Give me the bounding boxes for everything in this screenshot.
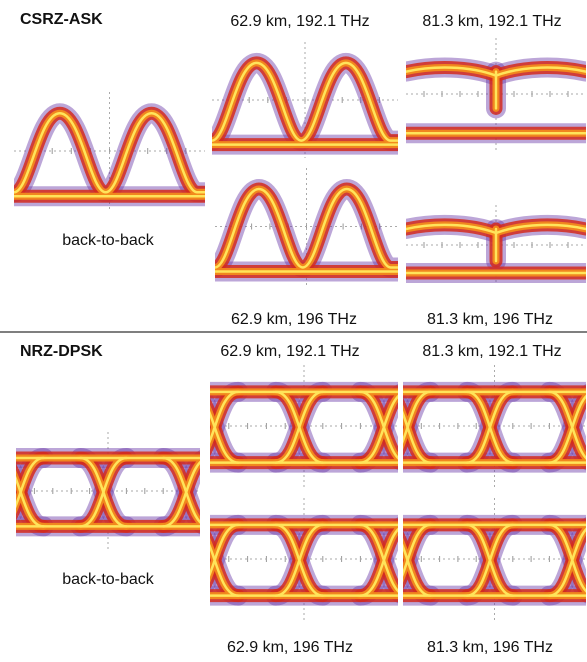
eye-diagram <box>191 365 407 487</box>
eye-traces <box>406 38 586 150</box>
eye-traces <box>191 498 407 620</box>
panel-label: 62.9 km, 196 THz <box>227 639 353 656</box>
section-title: NRZ-DPSK <box>20 343 103 360</box>
eye-traces <box>191 365 407 487</box>
eye-diagram <box>212 42 398 158</box>
eye-diagram <box>385 498 587 620</box>
panel-label: 62.9 km, 192.1 THz <box>220 343 359 360</box>
panel-label: 81.3 km, 196 THz <box>427 639 553 656</box>
section-title: CSRZ-ASK <box>20 11 103 28</box>
panel-label: 81.3 km, 192.1 THz <box>422 13 561 30</box>
eye-diagram <box>191 498 407 620</box>
eye-diagram <box>14 92 205 210</box>
panel-label: 62.9 km, 192.1 THz <box>230 13 369 30</box>
panel-label: 62.9 km, 196 THz <box>231 311 357 328</box>
panel-label: 81.3 km, 192.1 THz <box>422 343 561 360</box>
eye-diagram <box>215 168 398 285</box>
eye-traces <box>215 168 398 285</box>
figure: CSRZ-ASK 62.9 km, 192.1 THz 81.3 km, 192… <box>0 0 587 662</box>
eye-traces <box>385 498 587 620</box>
reference-label: back-to-back <box>62 571 155 588</box>
eye-traces <box>212 42 398 158</box>
eye-diagram <box>0 432 209 550</box>
reference-label: back-to-back <box>62 232 155 249</box>
eye-traces <box>406 205 586 285</box>
eye-diagram <box>406 38 586 150</box>
eye-traces <box>14 92 205 210</box>
panel-label: 81.3 km, 196 THz <box>427 311 553 328</box>
eye-traces <box>0 432 209 550</box>
eye-traces <box>385 365 587 487</box>
eye-diagram <box>385 365 587 487</box>
eye-diagram <box>406 205 586 285</box>
